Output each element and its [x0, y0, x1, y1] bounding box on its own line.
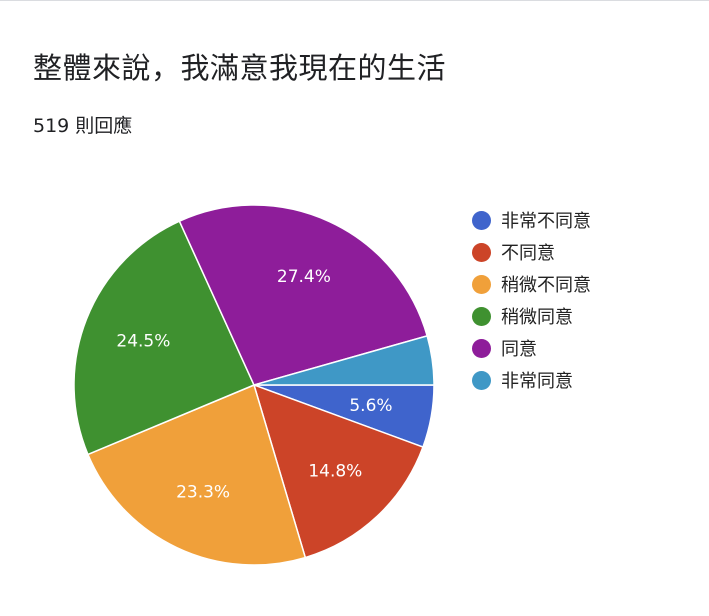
legend-item-4[interactable]: 同意 [472, 332, 591, 364]
pie-slice-5[interactable] [253, 334, 435, 386]
chart-legend: 非常不同意不同意稍微不同意稍微同意同意非常同意 [472, 204, 591, 396]
pie-data-label-3: 24.5% [116, 332, 170, 352]
legend-swatch-icon [472, 210, 491, 230]
legend-item-1[interactable]: 不同意 [472, 236, 591, 268]
pie-data-label-0: 5.6% [349, 396, 392, 416]
pie-slice-2[interactable] [86, 383, 307, 566]
legend-swatch-icon [472, 306, 491, 326]
legend-swatch-icon [472, 338, 491, 358]
legend-swatch-icon [472, 274, 491, 294]
legend-item-0[interactable]: 非常不同意 [472, 204, 591, 236]
legend-swatch-icon [472, 370, 491, 390]
legend-label: 同意 [501, 339, 537, 360]
pie-data-label-1: 14.8% [308, 462, 362, 482]
pie-slice-3[interactable] [73, 220, 256, 456]
legend-item-3[interactable]: 稍微同意 [472, 300, 591, 332]
legend-label: 稍微同意 [501, 307, 573, 328]
pie-slice-1[interactable] [252, 383, 424, 559]
legend-label: 稍微不同意 [501, 275, 591, 296]
legend-item-5[interactable]: 非常同意 [472, 364, 591, 396]
legend-item-2[interactable]: 稍微不同意 [472, 268, 591, 300]
legend-label: 非常同意 [501, 371, 573, 392]
legend-label: 不同意 [501, 243, 555, 264]
response-count: 519 則回應 [33, 115, 133, 137]
legend-label: 非常不同意 [501, 211, 591, 232]
pie-data-label-4: 27.4% [277, 267, 331, 287]
legend-swatch-icon [472, 242, 491, 262]
pie-data-label-2: 23.3% [176, 482, 230, 502]
chart-title: 整體來說，我滿意我現在的生活 [33, 51, 447, 85]
pie-slice-4[interactable] [178, 204, 429, 386]
